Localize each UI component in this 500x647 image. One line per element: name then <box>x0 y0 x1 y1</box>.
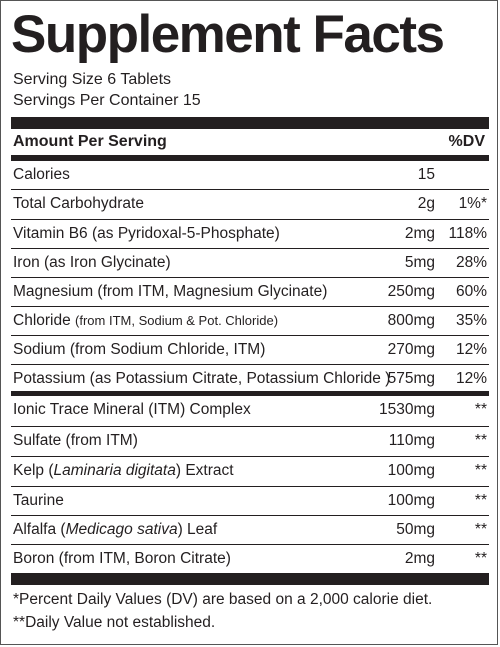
nutrient-amount: 575mg <box>387 370 435 387</box>
serving-size: Serving Size 6 Tablets <box>13 71 172 88</box>
column-header: Amount Per Serving %DV <box>13 131 487 153</box>
nutrient-dv: 35% <box>455 312 487 329</box>
nutrient-amount: 1530mg <box>378 401 435 418</box>
nutrient-name-post: ) Extract <box>175 462 234 479</box>
nutrient-row: Magnesium (from ITM, Magnesium Glycinate… <box>11 277 489 307</box>
bottom-divider <box>11 573 489 585</box>
nutrient-name-main: Chloride <box>13 312 76 329</box>
nutrient-dv: 60% <box>455 283 487 300</box>
nutrient-name: Taurine <box>13 492 64 509</box>
header-divider <box>11 155 489 160</box>
nutrient-row: Taurine 100mg ** <box>11 486 489 516</box>
section-divider <box>11 391 489 396</box>
nutrient-dv: ** <box>474 462 487 479</box>
nutrient-row: Calories 15 <box>11 160 489 190</box>
nutrient-name: Total Carbohydrate <box>13 195 144 212</box>
nutrient-dv: 1%* <box>458 195 487 212</box>
nutrient-dv: 12% <box>455 341 487 358</box>
nutrient-row: Total Carbohydrate 2g 1%* <box>11 189 489 219</box>
nutrient-name-latin: Laminaria digitata <box>53 462 176 479</box>
amount-per-serving-label: Amount Per Serving <box>13 133 167 150</box>
nutrient-name: Ionic Trace Mineral (ITM) Complex <box>13 401 251 418</box>
nutrient-amount: 50mg <box>396 521 435 538</box>
nutrient-amount: 100mg <box>387 492 435 509</box>
nutrient-name: Kelp (Laminaria digitata) Extract <box>13 462 234 480</box>
nutrient-amount: 250mg <box>387 283 435 300</box>
nutrient-dv: 28% <box>455 254 487 271</box>
nutrient-name: Alfalfa (Medicago sativa) Leaf <box>13 521 217 539</box>
nutrient-row: Iron (as Iron Glycinate) 5mg 28% <box>11 248 489 278</box>
panel-title: Supplement Facts <box>11 5 445 64</box>
nutrient-name-pre: Kelp ( <box>13 462 54 479</box>
nutrient-amount: 2mg <box>404 225 435 242</box>
nutrient-row: Alfalfa (Medicago sativa) Leaf 50mg ** <box>11 515 489 545</box>
nutrient-row: Boron (from ITM, Boron Citrate) 2mg ** <box>11 544 489 574</box>
nutrient-amount: 270mg <box>387 341 435 358</box>
nutrient-name: Sodium (from Sodium Chloride, ITM) <box>13 341 266 358</box>
nutrient-amount: 800mg <box>387 312 435 329</box>
nutrient-row: Vitamin B6 (as Pyridoxal-5-Phosphate) 2m… <box>11 219 489 249</box>
nutrient-amount: 100mg <box>387 462 435 479</box>
nutrient-dv: 12% <box>455 370 487 387</box>
nutrient-name: Magnesium (from ITM, Magnesium Glycinate… <box>13 283 328 300</box>
nutrient-name-post: ) Leaf <box>177 521 218 538</box>
nutrient-row: Sodium (from Sodium Chloride, ITM) 270mg… <box>11 335 489 365</box>
nutrient-amount: 110mg <box>388 432 435 449</box>
nutrient-dv: ** <box>474 492 487 509</box>
nutrient-name: Boron (from ITM, Boron Citrate) <box>13 550 231 567</box>
nutrient-name: Chloride (from ITM, Sodium & Pot. Chlori… <box>13 312 278 330</box>
footnote-dv: *Percent Daily Values (DV) are based on … <box>13 591 433 608</box>
nutrient-name-latin: Medicago sativa <box>65 521 178 538</box>
nutrient-row: Potassium (as Potassium Citrate, Potassi… <box>11 364 489 394</box>
nutrient-row: Sulfate (from ITM) 110mg ** <box>11 426 489 456</box>
nutrient-dv: 118% <box>448 225 488 242</box>
servings-per-container: Servings Per Container 15 <box>13 92 201 109</box>
nutrient-amount: 5mg <box>404 254 435 271</box>
nutrient-name: Sulfate (from ITM) <box>13 432 138 449</box>
nutrient-row: Ionic Trace Mineral (ITM) Complex 1530mg… <box>11 396 489 426</box>
nutrient-row: Kelp (Laminaria digitata) Extract 100mg … <box>11 456 489 486</box>
nutrient-name: Calories <box>13 166 70 183</box>
nutrient-dv: ** <box>474 521 487 538</box>
nutrient-name-source: (from ITM, Sodium & Pot. Chloride) <box>75 313 279 328</box>
nutrient-amount: 2g <box>417 195 435 212</box>
nutrient-name: Iron (as Iron Glycinate) <box>13 254 171 271</box>
nutrient-name-pre: Alfalfa ( <box>13 521 66 538</box>
dv-label: %DV <box>448 133 485 150</box>
top-divider <box>11 117 489 129</box>
nutrient-dv: ** <box>474 550 487 567</box>
nutrient-amount: 2mg <box>404 550 435 567</box>
footnote-not-established: **Daily Value not established. <box>13 614 216 631</box>
nutrient-name: Vitamin B6 (as Pyridoxal-5-Phosphate) <box>13 225 280 242</box>
nutrient-dv: ** <box>474 432 487 449</box>
nutrient-row: Chloride (from ITM, Sodium & Pot. Chlori… <box>11 306 489 336</box>
nutrient-dv: ** <box>474 401 487 418</box>
nutrient-amount: 15 <box>417 166 435 183</box>
nutrient-name: Potassium (as Potassium Citrate, Potassi… <box>13 370 391 387</box>
